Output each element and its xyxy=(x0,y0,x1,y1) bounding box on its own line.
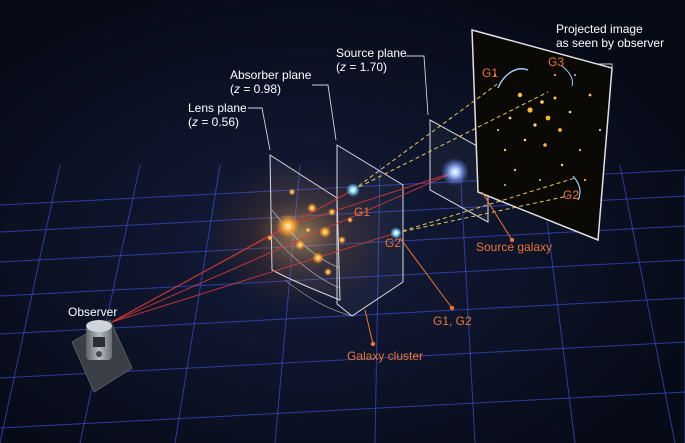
galaxy-g2 xyxy=(390,227,402,239)
absorber-plane-z-value: = 0.98) xyxy=(240,82,282,96)
source-plane-label: Source plane (z = 1.70) xyxy=(336,46,407,74)
cluster-marker-dot xyxy=(370,341,376,347)
lens-plane-curve xyxy=(271,234,341,289)
image-g2-label: G2 xyxy=(563,188,580,202)
projected-image-galaxies xyxy=(494,65,601,201)
arc-g2 xyxy=(572,175,581,201)
annotation-leaders xyxy=(364,191,513,345)
g1-label: G1 xyxy=(354,205,371,219)
cluster-galaxies xyxy=(267,188,353,276)
source-plane-z-var: z xyxy=(340,60,346,74)
source-plane-name: Source plane xyxy=(336,46,407,60)
g1-g2-label: G1, G2 xyxy=(433,314,472,328)
absorber-plane-name: Absorber plane xyxy=(230,68,312,82)
arc-g1 xyxy=(497,68,529,89)
absorber-plane-label: Absorber plane (z = 0.98) xyxy=(230,68,312,96)
absorber-plane-z-var: z xyxy=(234,82,240,96)
projected-image-line1: Projected image xyxy=(556,22,643,36)
source-marker-dot xyxy=(509,237,515,243)
image-g1-label: G1 xyxy=(482,66,499,80)
galaxy-cluster-label: Galaxy cluster xyxy=(347,349,424,363)
projected-image-line2: as seen by observer xyxy=(556,36,665,50)
source-galaxy-label: Source galaxy xyxy=(476,240,553,254)
lens-plane-z-var: z xyxy=(192,115,198,129)
g2-label: G2 xyxy=(385,236,402,250)
image-g3-label: G3 xyxy=(548,55,565,69)
observer-label: Observer xyxy=(68,305,118,319)
label-leaders xyxy=(248,55,613,151)
cluster-glow xyxy=(205,160,395,310)
source-galaxy xyxy=(441,158,469,186)
absorber-plane-curve xyxy=(284,279,353,317)
g1g2-marker-dot xyxy=(449,305,455,311)
galaxy-g1 xyxy=(346,183,360,197)
sight-lines xyxy=(352,81,576,234)
lens-plane-label: Lens plane (z = 0.56) xyxy=(188,101,247,129)
source-plane-z-value: = 1.70) xyxy=(346,60,388,74)
arc-g3 xyxy=(561,65,573,87)
lens-plane-name: Lens plane xyxy=(188,101,247,115)
projected-image-panel xyxy=(471,29,613,242)
telescope-icon xyxy=(71,319,133,393)
lens-plane-z-value: = 0.56) xyxy=(198,115,240,129)
projected-image-label: Projected image as seen by observer xyxy=(556,22,664,50)
